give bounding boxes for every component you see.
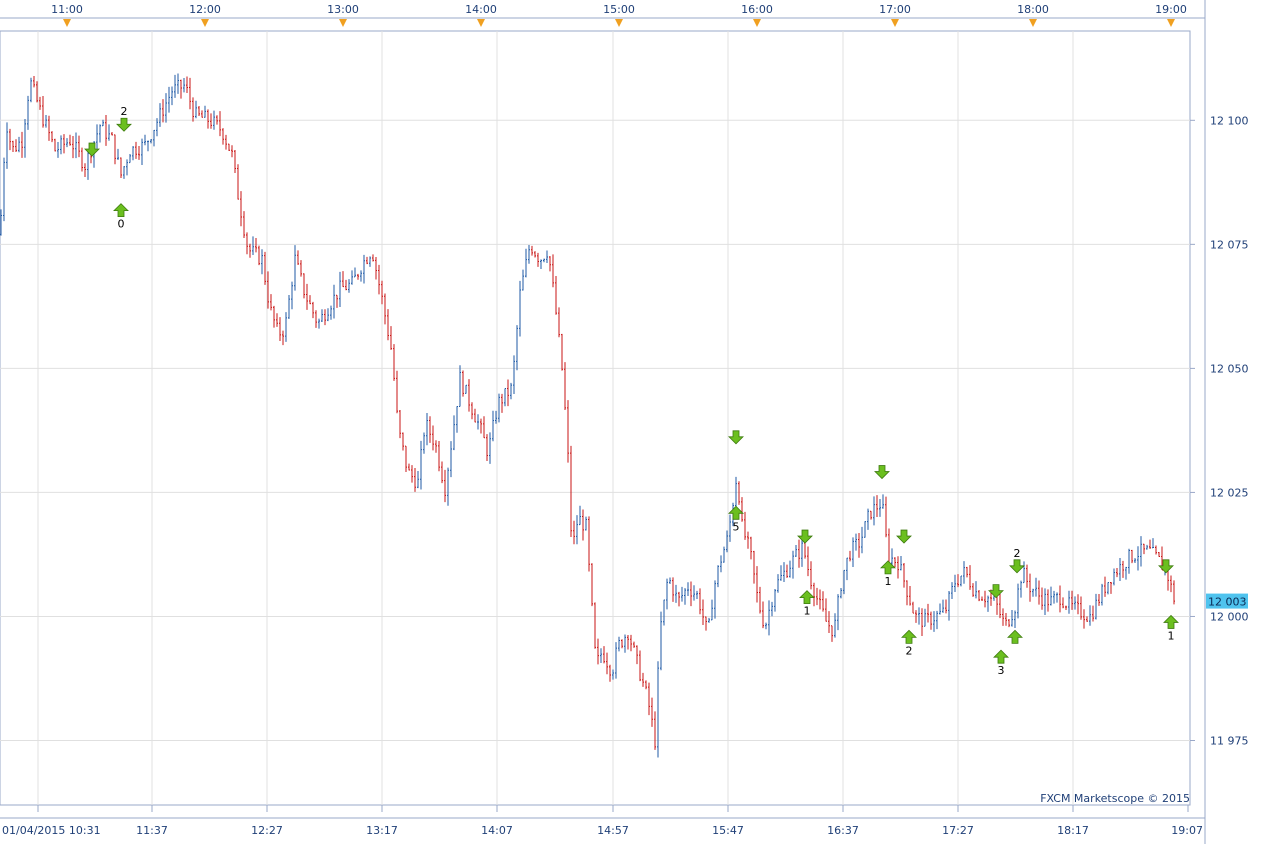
hour-marker	[63, 19, 71, 27]
buy-signal-arrow: 1	[799, 590, 815, 618]
y-tick-label: 12 050	[1210, 362, 1249, 375]
signal-arrow-shape	[116, 117, 132, 132]
hour-marker	[201, 19, 209, 27]
buy-signal-arrow	[1007, 629, 1023, 644]
signal-arrow-shape	[874, 465, 890, 480]
buy-signal-arrow: 1	[880, 560, 896, 588]
y-tick-label: 12 100	[1210, 114, 1249, 127]
watermark: FXCM Marketscope © 2015	[1040, 792, 1190, 805]
hour-marker	[615, 19, 623, 27]
candle-layer	[0, 73, 1175, 758]
y-tick-label: 12 000	[1210, 610, 1249, 623]
signal-count-label: 0	[118, 218, 125, 231]
sell-signal-arrow	[728, 430, 744, 445]
signal-arrow-shape	[113, 203, 129, 218]
signal-count-label: 3	[998, 664, 1005, 677]
signal-arrow-shape	[1009, 559, 1025, 574]
sell-signal-arrow	[797, 529, 813, 544]
buy-signal-arrow: 5	[728, 505, 744, 533]
signal-arrow-shape	[988, 584, 1004, 599]
bottom-time-label: 12:27	[251, 824, 283, 837]
top-time-label: 14:00	[465, 3, 497, 16]
top-time-label: 12:00	[189, 3, 221, 16]
top-time-label: 19:00	[1155, 3, 1187, 16]
hour-marker	[1029, 19, 1037, 27]
bottom-time-label: 01/04/2015 10:31	[2, 824, 101, 837]
y-tick-label: 12 025	[1210, 486, 1249, 499]
signal-count-label: 2	[121, 105, 128, 118]
bottom-time-label: 11:37	[136, 824, 168, 837]
bottom-time-label: 16:37	[827, 824, 859, 837]
top-time-label: 15:00	[603, 3, 635, 16]
signal-count-label: 1	[885, 575, 892, 588]
sell-signal-arrow	[1158, 559, 1174, 574]
buy-signal-arrow: 3	[993, 649, 1009, 677]
hour-marker	[477, 19, 485, 27]
hour-marker	[339, 19, 347, 27]
top-time-label: 13:00	[327, 3, 359, 16]
top-time-label: 18:00	[1017, 3, 1049, 16]
buy-signal-arrow: 1	[1163, 614, 1179, 642]
sell-signal-arrow: 2	[116, 105, 132, 132]
sell-signal-arrow	[84, 142, 100, 157]
bottom-time-label: 17:27	[942, 824, 974, 837]
signal-count-label: 2	[1014, 547, 1021, 560]
signal-arrow-shape	[901, 629, 917, 644]
signal-arrow-shape	[896, 529, 912, 544]
bottom-time-label: 14:57	[597, 824, 629, 837]
hour-marker	[891, 19, 899, 27]
bottom-time-label: 18:17	[1057, 824, 1089, 837]
sell-signal-arrow: 2	[1009, 547, 1025, 574]
bottom-time-label: 15:47	[712, 824, 744, 837]
top-time-label: 17:00	[879, 3, 911, 16]
signal-arrow-shape	[1163, 614, 1179, 629]
signal-count-label: 2	[906, 644, 913, 657]
signal-arrow-shape	[84, 142, 100, 157]
sell-signal-arrow	[988, 584, 1004, 599]
signal-arrow-shape	[1158, 559, 1174, 574]
y-tick-label: 11 975	[1210, 735, 1249, 748]
sell-signal-arrow	[896, 529, 912, 544]
signal-layer: 2 0 5 1 1 2 3 2 1	[84, 105, 1179, 677]
signal-arrow-shape	[797, 529, 813, 544]
hour-marker	[1167, 19, 1175, 27]
top-time-label: 16:00	[741, 3, 773, 16]
bottom-time-label: 14:07	[481, 824, 513, 837]
current-price-badge	[1206, 593, 1248, 609]
bottom-time-label: 13:17	[366, 824, 398, 837]
signal-count-label: 1	[804, 605, 811, 618]
y-tick-label: 12 075	[1210, 238, 1249, 251]
hour-marker	[753, 19, 761, 27]
signal-count-label: 5	[733, 520, 740, 533]
top-time-label: 11:00	[51, 3, 83, 16]
buy-signal-arrow: 0	[113, 203, 129, 231]
signal-count-label: 1	[1168, 629, 1175, 642]
plot-frame	[0, 30, 1191, 806]
signal-arrow-shape	[728, 430, 744, 445]
buy-signal-arrow: 2	[901, 629, 917, 657]
signal-arrow-shape	[880, 560, 896, 575]
current-price-label: 12 003	[1208, 596, 1247, 609]
signal-arrow-shape	[1007, 629, 1023, 644]
sell-signal-arrow	[874, 465, 890, 480]
signal-arrow-shape	[728, 505, 744, 520]
signal-arrow-shape	[993, 649, 1009, 664]
bottom-time-label: 19:07	[1171, 824, 1203, 837]
signal-arrow-shape	[799, 590, 815, 605]
